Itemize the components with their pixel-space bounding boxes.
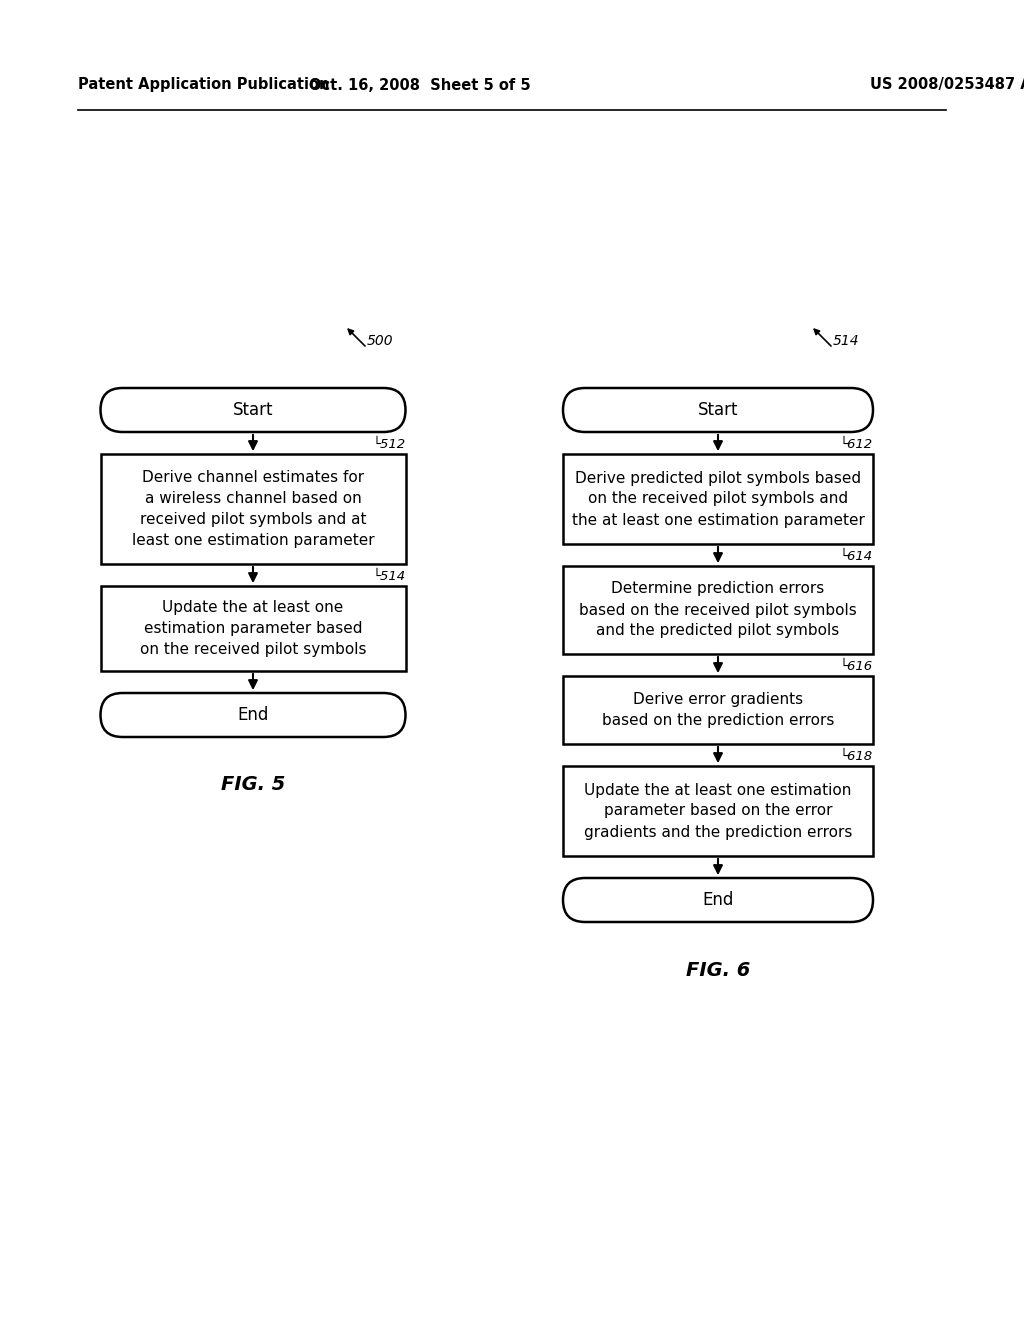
Text: Update the at least one
estimation parameter based
on the received pilot symbols: Update the at least one estimation param… (139, 601, 367, 657)
FancyBboxPatch shape (100, 693, 406, 737)
Text: Oct. 16, 2008  Sheet 5 of 5: Oct. 16, 2008 Sheet 5 of 5 (309, 78, 530, 92)
FancyBboxPatch shape (100, 586, 406, 671)
Text: US 2008/0253487 A1: US 2008/0253487 A1 (870, 78, 1024, 92)
Text: Derive error gradients
based on the prediction errors: Derive error gradients based on the pred… (602, 692, 835, 729)
Text: └512: └512 (373, 438, 406, 451)
Text: FIG. 5: FIG. 5 (221, 776, 286, 795)
Text: 514: 514 (833, 334, 859, 348)
FancyBboxPatch shape (563, 676, 873, 744)
Text: Patent Application Publication: Patent Application Publication (78, 78, 330, 92)
FancyBboxPatch shape (563, 766, 873, 855)
Text: Start: Start (697, 401, 738, 418)
Text: └618: └618 (840, 750, 873, 763)
Text: └514: └514 (373, 570, 406, 583)
FancyBboxPatch shape (563, 566, 873, 653)
Text: └614: └614 (840, 550, 873, 564)
Text: Determine prediction errors
based on the received pilot symbols
and the predicte: Determine prediction errors based on the… (580, 582, 857, 639)
FancyBboxPatch shape (100, 388, 406, 432)
Text: Update the at least one estimation
parameter based on the error
gradients and th: Update the at least one estimation param… (584, 783, 852, 840)
Text: End: End (238, 706, 268, 723)
Text: └616: └616 (840, 660, 873, 673)
Text: End: End (702, 891, 733, 909)
FancyBboxPatch shape (100, 454, 406, 564)
Text: Derive predicted pilot symbols based
on the received pilot symbols and
the at le: Derive predicted pilot symbols based on … (571, 470, 864, 528)
FancyBboxPatch shape (563, 388, 873, 432)
FancyBboxPatch shape (563, 878, 873, 921)
Text: └612: └612 (840, 438, 873, 451)
Text: FIG. 6: FIG. 6 (686, 961, 751, 979)
Text: Start: Start (232, 401, 273, 418)
Text: 500: 500 (367, 334, 393, 348)
FancyBboxPatch shape (563, 454, 873, 544)
Text: Derive channel estimates for
a wireless channel based on
received pilot symbols : Derive channel estimates for a wireless … (132, 470, 375, 548)
